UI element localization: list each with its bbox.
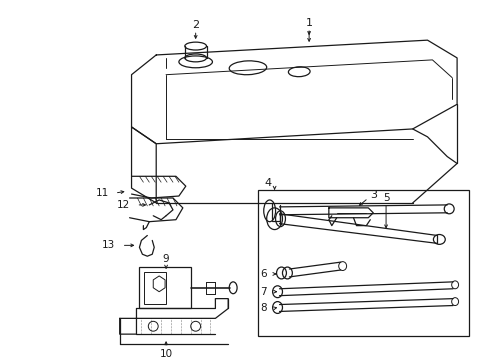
Text: 12: 12 bbox=[117, 200, 130, 210]
Bar bbox=[144, 272, 166, 303]
Text: 6: 6 bbox=[260, 269, 266, 279]
Text: 3: 3 bbox=[369, 190, 376, 200]
Bar bbox=[139, 267, 190, 309]
Text: 8: 8 bbox=[260, 303, 266, 314]
Text: 1: 1 bbox=[305, 18, 312, 28]
Text: 4: 4 bbox=[264, 178, 271, 188]
Text: 2: 2 bbox=[192, 21, 199, 30]
Text: 11: 11 bbox=[95, 188, 108, 198]
Text: 9: 9 bbox=[163, 254, 169, 264]
Text: 10: 10 bbox=[159, 349, 172, 359]
Text: 13: 13 bbox=[102, 240, 115, 250]
Bar bbox=[257, 190, 468, 336]
Text: 5: 5 bbox=[382, 193, 388, 203]
Text: 7: 7 bbox=[260, 287, 266, 297]
